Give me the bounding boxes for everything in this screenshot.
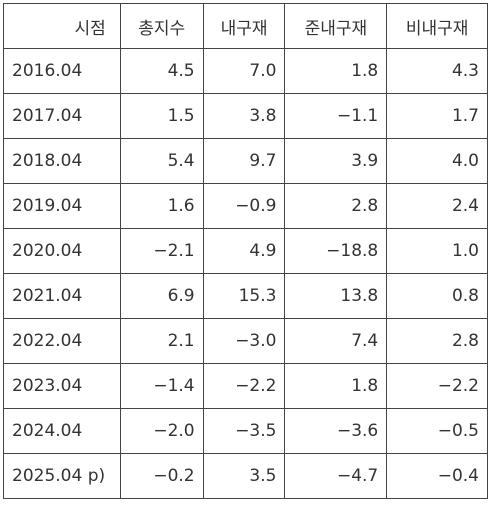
value-cell: −4.7 — [284, 453, 388, 499]
table-row: 2019.04 1.6 −0.9 2.8 2.4 — [3, 183, 488, 229]
value-cell: −0.9 — [202, 183, 286, 229]
value-cell: 0.8 — [386, 273, 488, 319]
value-cell: 15.3 — [202, 273, 286, 319]
value-cell: −1.1 — [284, 93, 388, 139]
value-cell: 1.5 — [119, 93, 204, 139]
table-row: 2021.04 6.9 15.3 13.8 0.8 — [3, 273, 488, 319]
value-cell: 1.6 — [119, 183, 204, 229]
period-cell: 2016.04 — [3, 48, 121, 94]
value-cell: 1.0 — [386, 228, 488, 274]
value-cell: −2.2 — [386, 363, 488, 409]
period-cell: 2025.04 p) — [3, 453, 121, 499]
period-cell: 2024.04 — [3, 408, 121, 454]
value-cell: 2.8 — [284, 183, 388, 229]
period-cell: 2021.04 — [3, 273, 121, 319]
value-cell: 1.8 — [284, 363, 388, 409]
value-cell: −0.4 — [386, 453, 488, 499]
value-cell: 2.8 — [386, 318, 488, 364]
value-cell: −3.6 — [284, 408, 388, 454]
value-cell: −2.0 — [119, 408, 204, 454]
period-cell: 2018.04 — [3, 138, 121, 184]
value-cell: 4.5 — [119, 48, 204, 94]
value-cell: −3.5 — [202, 408, 286, 454]
value-cell: −1.4 — [119, 363, 204, 409]
table-row: 2017.04 1.5 3.8 −1.1 1.7 — [3, 93, 488, 139]
table-row: 2020.04 −2.1 4.9 −18.8 1.0 — [3, 228, 488, 274]
value-cell: 9.7 — [202, 138, 286, 184]
table-body: 2016.04 4.5 7.0 1.8 4.3 2017.04 1.5 3.8 −1.1 1.7 2… — [3, 48, 488, 499]
period-cell: 2022.04 — [3, 318, 121, 364]
value-cell: 2.1 — [119, 318, 204, 364]
value-cell: 2.4 — [386, 183, 488, 229]
header-cell: 내구재 — [202, 3, 286, 49]
value-cell: −18.8 — [284, 228, 388, 274]
value-cell: −2.2 — [202, 363, 286, 409]
value-cell: 3.5 — [202, 453, 286, 499]
value-cell: 1.8 — [284, 48, 388, 94]
header-row: 시점 총지수 내구재 준내구재 비내구재 — [3, 3, 488, 49]
table-row: 2024.04 −2.0 −3.5 −3.6 −0.5 — [3, 408, 488, 454]
header-cell: 총지수 — [119, 3, 204, 49]
period-cell: 2020.04 — [3, 228, 121, 274]
header-cell: 비내구재 — [386, 3, 488, 49]
table-row: 2022.04 2.1 −3.0 7.4 2.8 — [3, 318, 488, 364]
header-cell: 시점 — [3, 3, 121, 49]
value-cell: −0.5 — [386, 408, 488, 454]
table-row: 2025.04 p) −0.2 3.5 −4.7 −0.4 — [3, 453, 488, 499]
value-cell: 7.4 — [284, 318, 388, 364]
value-cell: 3.8 — [202, 93, 286, 139]
value-cell: 7.0 — [202, 48, 286, 94]
period-cell: 2017.04 — [3, 93, 121, 139]
period-cell: 2023.04 — [3, 363, 121, 409]
table-row: 2016.04 4.5 7.0 1.8 4.3 — [3, 48, 488, 94]
value-cell: 13.8 — [284, 273, 388, 319]
value-cell: 3.9 — [284, 138, 388, 184]
value-cell: 1.7 — [386, 93, 488, 139]
value-cell: −3.0 — [202, 318, 286, 364]
header-cell: 준내구재 — [284, 3, 388, 49]
value-cell: 4.3 — [386, 48, 488, 94]
data-table: 시점 총지수 내구재 준내구재 비내구재 2016.04 4.5 7.0 1.8 4.3 2017… — [3, 3, 488, 499]
value-cell: 4.9 — [202, 228, 286, 274]
table-row: 2023.04 −1.4 −2.2 1.8 −2.2 — [3, 363, 488, 409]
value-cell: −2.1 — [119, 228, 204, 274]
table-row: 2018.04 5.4 9.7 3.9 4.0 — [3, 138, 488, 184]
period-cell: 2019.04 — [3, 183, 121, 229]
value-cell: 6.9 — [119, 273, 204, 319]
value-cell: −0.2 — [119, 453, 204, 499]
value-cell: 5.4 — [119, 138, 204, 184]
value-cell: 4.0 — [386, 138, 488, 184]
